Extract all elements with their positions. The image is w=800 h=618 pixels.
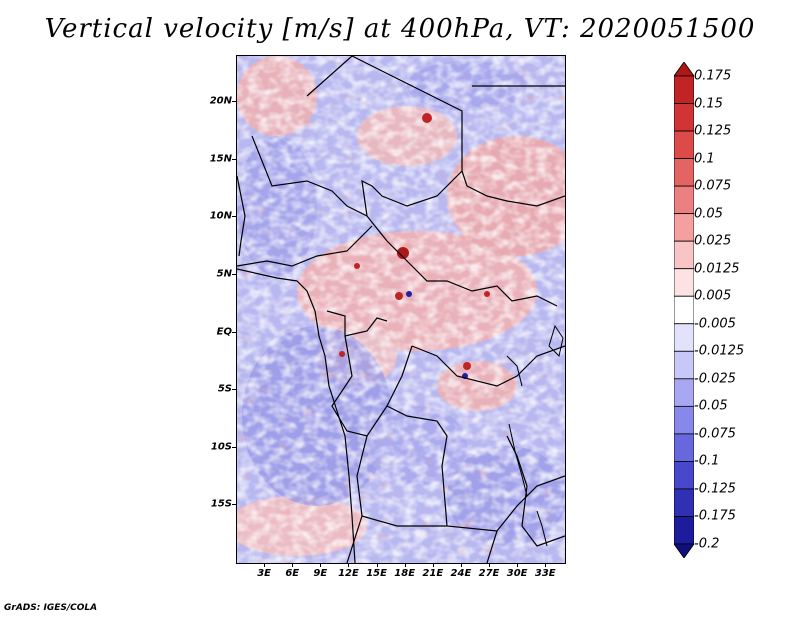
lat-tick-mark — [232, 216, 236, 218]
lon-tick-mark — [432, 563, 434, 567]
colorbar-label: 0.025 — [694, 233, 732, 249]
lon-tick-mark — [460, 563, 462, 567]
colorbar-min-arrow — [674, 543, 694, 558]
colorbar-label: -0.05 — [694, 398, 728, 414]
colorbar-box — [674, 433, 694, 462]
chart-title: Vertical velocity [m/s] at 400hPa, VT: 2… — [44, 14, 756, 44]
colorbar-box — [674, 405, 694, 435]
colorbar-label: 0.005 — [694, 288, 732, 304]
lat-tick-label: EQ — [216, 326, 232, 338]
lon-tick-label: 15E — [366, 568, 387, 579]
colorbar-label: 0.05 — [694, 206, 723, 222]
colorbar-label: 0.15 — [694, 96, 723, 112]
colorbar-label: -0.025 — [694, 371, 736, 387]
colorbar-box — [674, 240, 694, 270]
country-borders — [237, 56, 565, 563]
colorbar-box — [674, 295, 694, 325]
field-texture-white — [237, 56, 565, 563]
lat-tick-mark — [232, 273, 236, 275]
colorbar-box — [674, 488, 694, 517]
lat-tick-mark — [232, 101, 236, 103]
lon-tick-mark — [404, 563, 406, 567]
lon-tick-label: 24E — [450, 568, 472, 579]
colorbar-box — [674, 461, 694, 490]
lon-tick-mark — [348, 563, 350, 567]
colorbar-label: 0.175 — [694, 68, 732, 84]
lat-tick-mark — [232, 331, 236, 333]
lon-tick-mark — [489, 563, 491, 567]
lat-tick-label: 10S — [210, 441, 232, 453]
colorbar-label: 0.125 — [694, 123, 732, 139]
lon-tick-label: 33E — [534, 568, 556, 579]
lon-tick-label: 27E — [478, 568, 500, 579]
lakes — [506, 324, 564, 547]
lat-tick-mark — [232, 158, 236, 160]
colorbar-label: -0.2 — [694, 536, 720, 552]
colorbar-box — [674, 130, 694, 159]
lat-tick-mark — [232, 504, 236, 506]
lon-tick-mark — [545, 563, 547, 567]
lon-tick-mark — [264, 563, 266, 567]
colorbar-label: -0.175 — [694, 508, 736, 524]
lon-tick-mark — [517, 563, 519, 567]
colorbar-box — [674, 378, 694, 407]
colorbar-box — [674, 103, 694, 132]
colorbar-box — [674, 75, 694, 104]
colorbar-label: -0.1 — [694, 453, 720, 469]
lat-tick-label: 20N — [209, 95, 232, 107]
lon-tick-label: 6E — [285, 568, 300, 579]
colorbar-label: 0.1 — [694, 151, 715, 167]
colorbar-label: 0.0125 — [694, 261, 740, 277]
vertical-velocity-field — [237, 56, 565, 563]
lat-tick-label: 15N — [209, 153, 232, 165]
lon-tick-label: 21E — [422, 568, 444, 579]
map-plot-area — [236, 55, 566, 564]
lon-tick-mark — [320, 563, 322, 567]
colorbar — [674, 62, 694, 558]
colorbar-box — [674, 516, 694, 545]
lat-tick-label: 10N — [209, 210, 232, 222]
lat-tick-mark — [232, 446, 236, 448]
lon-tick-label: 18E — [394, 568, 416, 579]
lon-tick-mark — [292, 563, 294, 567]
grads-credit: GrADS: IGES/COLA — [4, 603, 98, 613]
colorbar-box — [674, 268, 694, 297]
colorbar-label: -0.0125 — [694, 343, 745, 359]
colorbar-label: -0.075 — [694, 426, 736, 442]
colorbar-max-arrow — [674, 62, 694, 77]
lon-tick-label: 30E — [506, 568, 528, 579]
lon-tick-mark — [376, 563, 378, 567]
colorbar-label: 0.075 — [694, 178, 732, 194]
colorbar-box — [674, 323, 694, 352]
lon-tick-label: 3E — [257, 568, 272, 579]
lon-tick-label: 12E — [338, 568, 359, 579]
colorbar-box — [674, 350, 694, 380]
colorbar-box — [674, 158, 694, 187]
lat-tick-label: 15S — [210, 498, 232, 510]
colorbar-label: -0.125 — [694, 481, 736, 497]
colorbar-label: -0.005 — [694, 316, 736, 332]
convective-cells — [339, 113, 490, 379]
coastline — [237, 175, 356, 563]
colorbar-box — [674, 213, 694, 242]
lat-tick-label: 5N — [216, 268, 232, 280]
lat-tick-label: 5S — [217, 383, 232, 395]
lat-tick-mark — [232, 389, 236, 391]
colorbar-box — [674, 185, 694, 215]
lon-tick-label: 9E — [313, 568, 328, 579]
